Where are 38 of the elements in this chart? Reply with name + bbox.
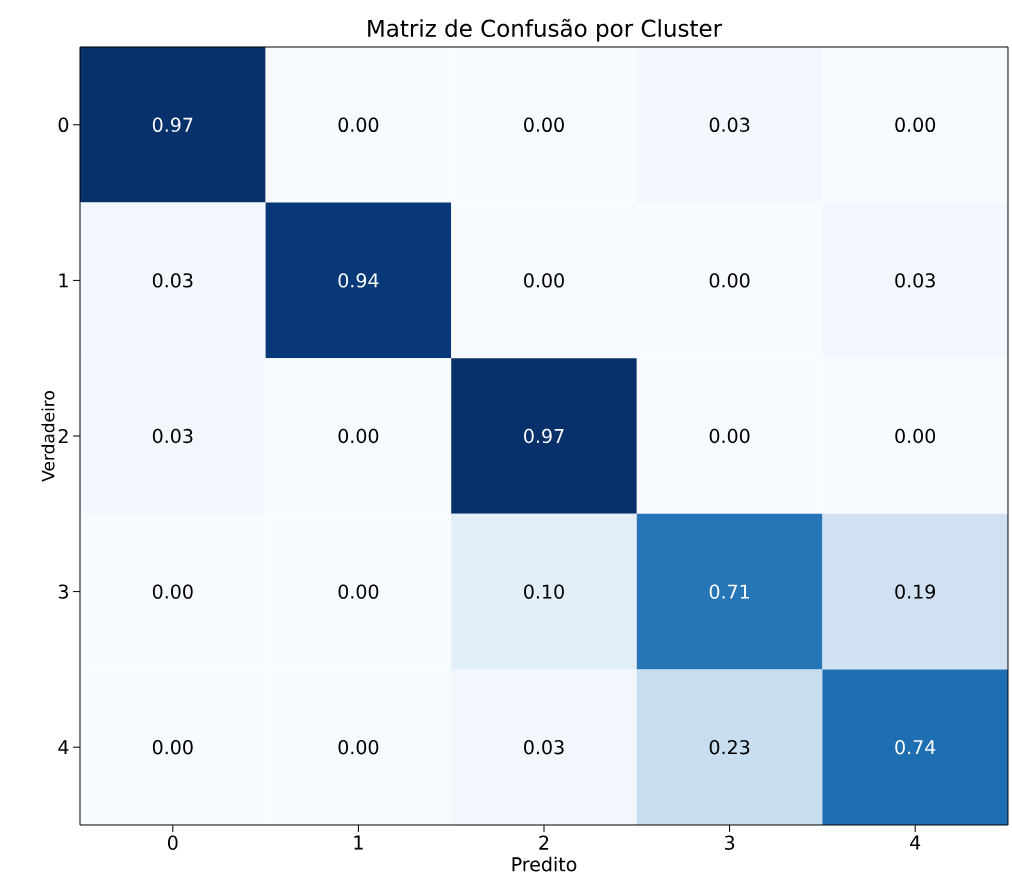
y-tick-label: 3 xyxy=(58,584,68,599)
y-tick-label: 0 xyxy=(58,117,69,132)
data-label: 0.97 xyxy=(152,117,193,132)
y-axis-title: Verdadeiro xyxy=(41,391,55,482)
data-label: 0.00 xyxy=(338,584,379,599)
data-label: 0.00 xyxy=(152,740,193,755)
data-label: 0.94 xyxy=(338,273,379,288)
y-tick-label: 1 xyxy=(59,273,68,288)
x-tick-label: 4 xyxy=(910,835,921,850)
data-label: 0.03 xyxy=(895,273,935,288)
data-label: 0.00 xyxy=(338,740,379,755)
data-label: 0.00 xyxy=(338,428,379,444)
data-label: 0.00 xyxy=(524,117,564,132)
chart-title: Matriz de Confusão por Cluster xyxy=(368,18,723,42)
x-tick-label: 1 xyxy=(354,835,363,850)
data-label: 0.00 xyxy=(895,428,936,444)
data-label: 0.03 xyxy=(524,740,564,755)
y-tick-label: 4 xyxy=(58,740,69,755)
x-tick-label: 3 xyxy=(725,835,735,850)
data-label: 0.03 xyxy=(709,117,750,132)
data-label: 0.10 xyxy=(524,584,564,599)
data-label: 0.00 xyxy=(895,117,936,132)
x-axis-title: Predito xyxy=(512,856,577,872)
data-label: 0.23 xyxy=(709,740,750,755)
data-label: 0.71 xyxy=(709,584,749,599)
data-label: 0.00 xyxy=(709,273,750,288)
data-label: 0.00 xyxy=(709,428,750,444)
data-label: 0.00 xyxy=(152,584,193,599)
data-label: 0.00 xyxy=(338,117,379,132)
y-tick-label: 2 xyxy=(58,428,68,444)
data-label: 0.03 xyxy=(152,273,193,288)
x-tick-label: 2 xyxy=(539,835,549,850)
data-label: 0.97 xyxy=(524,428,564,444)
x-tick-label: 0 xyxy=(168,835,178,850)
data-label: 0.03 xyxy=(152,428,193,444)
data-label: 0.74 xyxy=(895,740,936,755)
data-label: 0.00 xyxy=(524,273,564,288)
data-label: 0.19 xyxy=(895,584,935,599)
